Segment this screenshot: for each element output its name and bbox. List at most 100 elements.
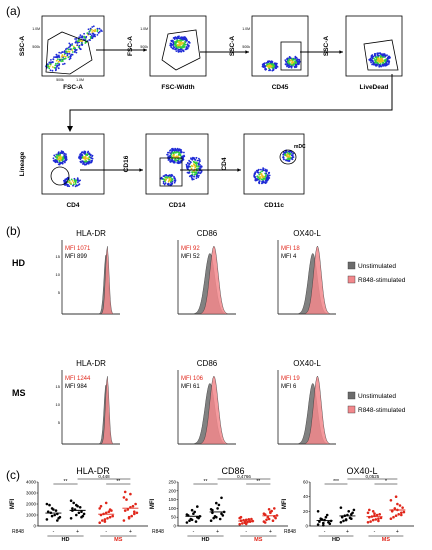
- flow-event-dot: [71, 53, 74, 56]
- stimulated-histogram-peak: [278, 375, 336, 445]
- flow-event-dot: [76, 44, 79, 46]
- flow-event-dot: [172, 40, 174, 42]
- flow-event-dot: [380, 60, 383, 62]
- flow-event-dot: [58, 60, 60, 63]
- stimulated-histogram-peak: [62, 246, 120, 315]
- flow-event-dot: [177, 148, 179, 151]
- flow-event-dot: [84, 155, 87, 158]
- flow-event-dot: [85, 163, 88, 166]
- flow-event-dot: [89, 27, 92, 30]
- scatter-point: [131, 504, 135, 508]
- histogram-title: CD86: [197, 229, 218, 238]
- scatter-point: [394, 514, 398, 517]
- flow-event-dot: [284, 59, 287, 61]
- flow-plot-ylabel: SSC-A: [229, 36, 236, 57]
- scatter-point: [45, 518, 49, 521]
- scatter-point: [368, 508, 371, 512]
- flow-event-dot: [194, 166, 197, 169]
- flow-event-dot: [87, 28, 90, 31]
- flow-plot-ytick: 500k: [140, 45, 148, 49]
- flow-event-dot: [167, 159, 170, 161]
- histogram-ms-cd86: CD86 MFI 106 MFI 61: [177, 359, 236, 445]
- scatter-point: [250, 517, 253, 521]
- flow-event-dot: [69, 54, 72, 57]
- flow-event-dot: [51, 66, 54, 68]
- flow-event-dot: [99, 30, 101, 33]
- scatter-point: [322, 524, 325, 527]
- scatter-ytick: 50: [171, 515, 177, 520]
- flow-event-dot: [72, 181, 75, 184]
- flow-event-dot: [288, 58, 290, 61]
- flow-event-dot: [265, 62, 268, 64]
- flow-event-dot: [78, 155, 81, 158]
- flow-event-dot: [83, 153, 86, 155]
- flow-event-dot: [198, 162, 201, 164]
- scatter-point: [339, 521, 343, 524]
- flow-event-dot: [98, 27, 101, 30]
- group-label-hd: HD: [332, 537, 340, 543]
- flow-plot-xlabel: CD4: [66, 202, 79, 209]
- flow-event-dot: [52, 157, 55, 160]
- flow-event-dot: [259, 171, 262, 174]
- mfi-stimulated-label: MFI 92: [181, 246, 200, 252]
- flow-event-dot: [196, 165, 198, 168]
- scatter-point: [324, 515, 328, 519]
- flow-event-dot: [284, 151, 287, 153]
- scatter-point: [189, 517, 193, 521]
- flow-event-dot: [383, 59, 386, 62]
- flow-event-dot: [88, 155, 91, 158]
- flow-event-dot: [186, 39, 189, 42]
- histogram-hd-ox40-l: OX40-L MFI 18 MFI 4: [277, 229, 336, 315]
- mfi-unstimulated-label: MFI 984: [65, 384, 88, 390]
- scatter-chart-ylabel: MFI: [10, 499, 16, 510]
- flow-event-dot: [170, 39, 173, 42]
- flow-event-dot: [66, 54, 69, 57]
- flow-event-dot: [76, 40, 79, 43]
- flow-event-dot: [69, 48, 72, 51]
- histogram-ytick: 10: [56, 402, 61, 407]
- scatter-point: [325, 513, 329, 517]
- flow-event-dot: [65, 183, 68, 186]
- flow-event-dot: [56, 161, 59, 164]
- flow-event-dot: [170, 181, 172, 184]
- flow-event-dot: [65, 157, 68, 160]
- flow-event-dot: [94, 28, 97, 31]
- flow-event-dot: [289, 153, 291, 156]
- scatter-point: [241, 522, 244, 525]
- flow-event-dot: [57, 154, 60, 157]
- flow-event-dot: [286, 155, 289, 158]
- flow-event-dot: [57, 67, 60, 70]
- flow-event-dot: [84, 157, 87, 159]
- flow-event-dot: [77, 46, 80, 48]
- flow-event-dot: [48, 67, 51, 70]
- gate-arrow-2-head: [245, 50, 249, 54]
- scatter-point: [265, 518, 268, 522]
- flow-event-dot: [168, 174, 170, 177]
- flow-event-dot: [172, 46, 175, 48]
- scatter-chart-title: OX40-L: [346, 466, 377, 476]
- scatter-point: [75, 503, 78, 507]
- mfi-unstimulated-label: MFI 6: [281, 384, 297, 390]
- scatter-point: [77, 511, 81, 515]
- flow-event-dot: [293, 63, 295, 65]
- flow-event-dot: [84, 42, 87, 44]
- flow-plot-frame: [145, 133, 209, 195]
- flow-event-dot: [287, 157, 290, 160]
- flow-event-dot: [53, 66, 56, 69]
- flow-event-dot: [52, 61, 54, 63]
- flow-event-dot: [286, 61, 289, 64]
- flow-event-dot: [294, 58, 296, 61]
- scatter-point: [75, 513, 78, 517]
- legend-stimulated-swatch: [347, 275, 356, 284]
- flow-event-dot: [285, 63, 287, 66]
- flow-event-dot: [72, 47, 75, 50]
- flow-event-dot: [267, 174, 269, 177]
- flow-event-dot: [298, 60, 301, 63]
- flow-event-dot: [187, 166, 190, 169]
- flow-event-dot: [380, 65, 382, 68]
- gate-arrow-5-head: [139, 168, 143, 172]
- flow-event-dot: [388, 57, 390, 60]
- flow-event-dot: [58, 51, 61, 54]
- scatter-point: [192, 512, 195, 515]
- flow-event-dot: [62, 58, 65, 60]
